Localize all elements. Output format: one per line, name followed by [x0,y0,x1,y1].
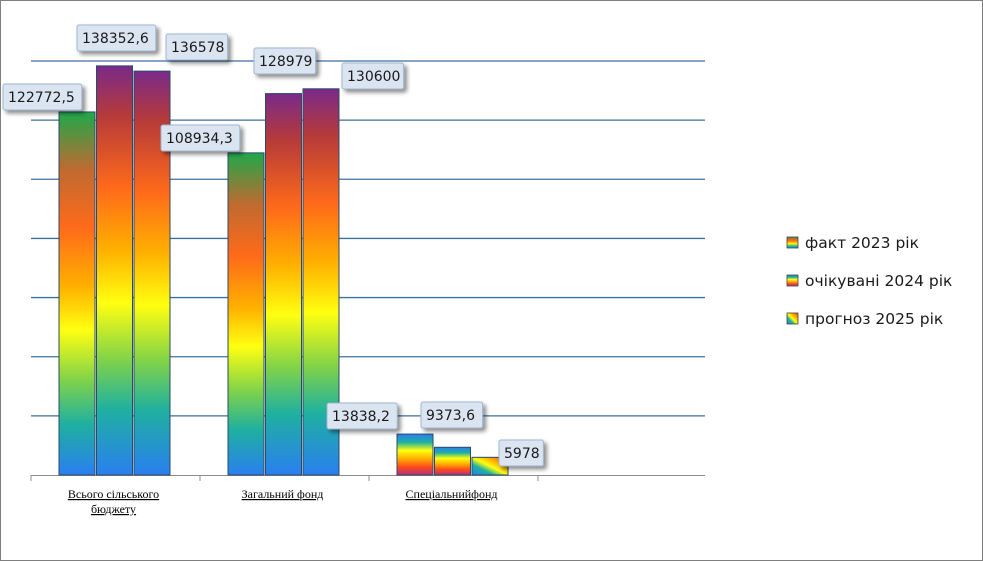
bar-1-факт-2023-рік [58,111,96,476]
data-labels: 122772,5 138352,6 136578 108934,3 128979 1306… [2,24,544,467]
data-label-1-прогноз-2025-рік: 136578 [165,33,229,61]
data-label-text: 9373,6 [426,408,475,424]
data-label-box [420,401,484,429]
category-label: Всього сільського бюджету [68,487,159,516]
category-label: Загальний фонд [242,487,324,501]
bar-3-факт-2023-рік [396,433,434,476]
legend: факт 2023 рік очікувані 2024 рік прогноз 2… [786,234,952,328]
data-label-3-очікувані-2024-рік: 9373,6 [420,401,484,429]
data-label-box [160,124,241,152]
data-label-box [253,47,317,75]
data-label-1-очікувані-2024-рік: 138352,6 [76,24,157,52]
data-label-2-прогноз-2025-рік: 130600 [341,62,405,90]
data-label-text: 136578 [171,40,224,56]
legend-label: факт 2023 рік [805,234,919,252]
bar-2-очікувані-2024-рік [265,93,302,476]
data-label-1-факт-2023-рік: 122772,5 [2,83,83,111]
data-label-3-прогноз-2025-рік: 5978 [498,439,544,467]
data-label-text: 128979 [259,54,312,70]
data-label-box [165,33,229,61]
data-label-2-очікувані-2024-рік: 128979 [253,47,317,75]
legend-item-факт-2023-рік: факт 2023 рік [786,234,919,252]
bar-2-факт-2023-рік [227,152,265,476]
data-label-box [2,83,83,111]
data-label-text: 138352,6 [82,31,149,47]
legend-item-очікувані-2024-рік: очікувані 2024 рік [786,272,952,290]
data-label-2-факт-2023-рік: 108934,3 [160,124,241,152]
data-label-box [76,24,157,52]
legend-swatch [786,274,799,287]
data-label-text: 108934,3 [166,131,233,147]
data-label-3-факт-2023-рік: 13838,2 [326,402,398,430]
legend-swatch [786,236,799,249]
data-label-box [326,402,398,430]
axes [30,475,705,481]
data-label-text: 13838,2 [332,409,390,425]
data-label-text: 122772,5 [8,90,75,106]
data-label-box [498,439,544,467]
data-label-text: 5978 [504,446,540,462]
legend-swatch [786,312,799,325]
legend-label: прогноз 2025 рік [805,310,943,328]
category-labels: Всього сільського бюджету Загальний фонд Сп… [68,487,498,516]
bar-3-очікувані-2024-рік [434,446,471,476]
legend-label: очікувані 2024 рік [805,272,952,290]
legend-item-прогноз-2025-рік: прогноз 2025 рік [786,310,943,328]
bar-1-очікувані-2024-рік [96,65,133,476]
data-label-text: 130600 [347,69,400,85]
data-label-box [341,62,405,90]
category-label: Спеціальнийфонд [406,487,498,501]
